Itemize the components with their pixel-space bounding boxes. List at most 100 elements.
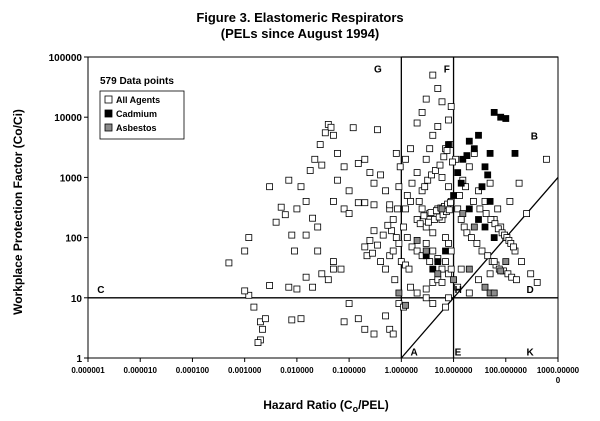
data-point-all-agents	[272, 218, 280, 226]
data-point-all-agents	[405, 265, 413, 273]
x-tick-label: 0.100000	[332, 366, 366, 375]
data-point-all-agents	[456, 192, 463, 199]
data-point-all-agents	[302, 231, 310, 239]
data-point-all-agents	[434, 85, 442, 92]
data-point-all-agents	[361, 155, 369, 163]
x-axis-ticks: 0.000001 0.000010 0.000100 0.001000 0.010000…	[71, 358, 580, 385]
data-point-all-agents	[484, 252, 492, 260]
data-point-all-agents	[413, 119, 421, 127]
data-point-all-agents	[277, 203, 285, 211]
data-point-cadmium	[459, 155, 467, 163]
data-point-all-agents	[241, 287, 249, 295]
data-point-all-agents	[324, 276, 332, 284]
zone-label-a: A	[411, 348, 418, 359]
data-point-all-agents	[513, 276, 520, 284]
data-point-all-agents	[329, 265, 337, 273]
data-point-all-agents	[469, 197, 477, 205]
data-point-all-agents	[309, 214, 317, 222]
data-point-all-agents	[389, 330, 397, 338]
data-point-all-agents	[446, 199, 454, 207]
data-point-all-agents	[413, 289, 421, 297]
data-point-all-agents	[475, 187, 482, 195]
data-point-all-agents	[382, 312, 390, 320]
data-point-all-agents	[518, 258, 525, 266]
data-point-cadmium	[470, 145, 478, 153]
data-point-all-agents	[245, 234, 253, 242]
chart-title: Figure 3. Elastomeric Respirators	[196, 10, 403, 25]
data-point-all-agents	[329, 258, 337, 266]
data-point-all-agents	[389, 247, 397, 255]
data-point-all-agents	[478, 247, 486, 255]
data-point-all-agents	[345, 300, 353, 308]
data-point-cadmium	[475, 216, 482, 223]
y-tick-label: 10	[71, 294, 83, 305]
data-point-asbestos	[490, 289, 498, 297]
data-point-all-agents	[386, 252, 394, 260]
data-point-all-agents	[407, 197, 414, 205]
x-axis-title-main: Hazard Ratio (C	[263, 398, 353, 412]
data-point-all-agents	[302, 197, 310, 205]
zone-label-d: D	[527, 285, 534, 296]
data-point-all-agents	[266, 282, 274, 289]
data-point-all-agents	[225, 259, 233, 267]
data-point-all-agents	[442, 258, 449, 266]
data-point-all-agents	[366, 169, 374, 177]
zone-label-g: G	[374, 65, 382, 76]
legend: 579 Data points All Agents Cadmium Asbesto…	[99, 76, 185, 140]
data-point-all-agents	[340, 205, 348, 213]
zone-labels: G F B C H D A E K	[97, 65, 538, 359]
data-point-all-agents	[302, 273, 310, 281]
legend-header: 579 Data points	[100, 76, 174, 87]
data-point-all-agents	[370, 330, 378, 338]
data-point-all-agents	[403, 234, 411, 242]
data-point-all-agents	[377, 258, 385, 266]
data-point-cadmium	[465, 137, 473, 145]
data-point-all-agents	[382, 187, 390, 195]
data-point-all-agents	[361, 199, 369, 207]
data-point-all-agents	[366, 236, 374, 244]
data-point-all-agents	[391, 276, 399, 284]
data-point-all-agents	[395, 183, 403, 191]
x-tick-label: 10.000000	[435, 366, 473, 375]
data-point-all-agents	[422, 285, 430, 293]
zone-label-b: B	[531, 131, 538, 142]
data-point-cadmium	[475, 131, 482, 139]
data-point-asbestos	[422, 247, 430, 255]
data-point-all-agents	[487, 216, 495, 223]
data-point-all-agents	[442, 234, 449, 242]
data-point-cadmium	[481, 223, 489, 231]
x-tick-label: 0.000100	[176, 366, 210, 375]
data-point-all-agents	[457, 265, 465, 273]
data-point-all-agents	[415, 197, 423, 205]
data-point-all-agents	[354, 160, 362, 167]
data-point-all-agents	[396, 163, 404, 171]
data-point-all-agents	[438, 173, 446, 181]
data-point-all-agents	[288, 316, 296, 324]
data-point-all-agents	[340, 163, 348, 171]
data-point-all-agents	[374, 241, 381, 249]
data-point-all-agents	[465, 163, 473, 171]
data-point-all-agents	[285, 176, 293, 184]
data-point-all-agents	[482, 210, 490, 218]
data-point-all-agents	[293, 285, 301, 293]
data-point-all-agents	[321, 129, 329, 137]
data-point-all-agents	[445, 183, 452, 191]
data-point-all-agents	[386, 325, 394, 333]
x-tick-label: 0.000010	[124, 366, 158, 375]
data-point-all-agents	[424, 176, 432, 184]
data-point-all-agents	[445, 116, 452, 124]
x-tick-label: 0.001000	[228, 366, 262, 375]
data-point-all-agents	[454, 205, 462, 213]
data-point-all-agents	[379, 231, 387, 239]
data-point-asbestos	[450, 276, 458, 284]
data-point-cadmium	[478, 183, 486, 191]
data-point-all-agents	[418, 109, 426, 116]
legend-label-cadmium: Cadmium	[116, 109, 157, 119]
data-point-all-agents	[340, 318, 348, 326]
data-point-all-agents	[447, 247, 455, 255]
data-point-all-agents	[370, 227, 378, 235]
y-tick-label: 100	[65, 234, 82, 245]
data-point-all-agents	[486, 270, 494, 278]
data-point-all-agents	[337, 265, 345, 273]
data-point-all-agents	[261, 315, 269, 323]
